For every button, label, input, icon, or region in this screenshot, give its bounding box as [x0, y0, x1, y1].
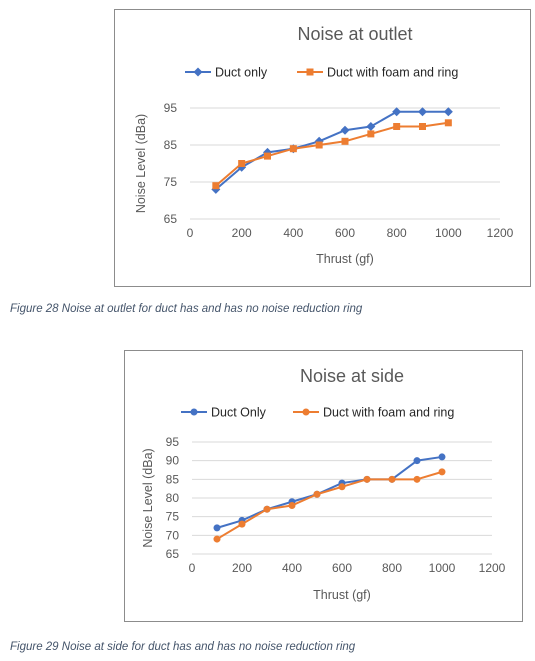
outlet-series-duct-with-foam-and-ring-point [289, 145, 297, 153]
side-x-tick-label: 200 [232, 561, 252, 575]
side-x-tick-label: 400 [282, 561, 302, 575]
outlet-chart-frame: Noise at outlet 65 75 85 95 0 200 400 600 800 1000… [114, 9, 531, 287]
side-chart: Noise at side 65 70 75 80 85 90 95 0 200 400 600 800… [141, 366, 506, 602]
side-chart-frame: Noise at side 65 70 75 80 85 90 95 0 200 400 600 800… [124, 350, 523, 622]
outlet-series-duct-only-point [340, 125, 350, 135]
outlet-x-tick-label: 1200 [487, 226, 514, 240]
side-series-duct-only-line [216, 455, 443, 529]
outlet-x-tick-label: 800 [387, 226, 407, 240]
outlet-series-duct-with-foam-and-ring-point [341, 137, 349, 145]
figure-29-caption: Figure 29 Noise at side for duct has and… [10, 641, 356, 653]
outlet-series-duct-only-point [237, 162, 247, 172]
side-chart-title: Noise at side [300, 366, 404, 386]
outlet-series-duct-only-legend-label: Duct only [215, 66, 268, 80]
side-y-tick-label: 75 [166, 510, 180, 524]
side-series-duct-with-foam-and-ring-point [338, 483, 346, 491]
outlet-x-tick-label: 600 [335, 226, 355, 240]
side-series-duct-with-foam-and-ring-line [216, 470, 443, 540]
side-y-tick-label: 70 [166, 528, 180, 542]
side-x-tick-label: 1200 [479, 561, 506, 575]
outlet-series-duct-with-foam-and-ring-point [444, 119, 452, 127]
side-series-duct-only-legend-marker [190, 408, 198, 416]
side-series-duct-with-foam-and-ring-point [313, 490, 321, 498]
outlet-series-duct-with-foam-and-ring-point [212, 182, 220, 190]
outlet-y-tick-label: 65 [164, 212, 178, 226]
outlet-series-duct-only-line [215, 110, 449, 191]
side-y-tick-label: 80 [166, 491, 180, 505]
outlet-y-tick-label: 95 [164, 101, 178, 115]
side-x-axis-title: Thrust (gf) [313, 588, 371, 602]
side-x-tick-label: 0 [189, 561, 196, 575]
outlet-series-duct-with-foam-and-ring-point [264, 152, 271, 160]
side-x-tick-label: 800 [382, 561, 402, 575]
outlet-series-duct-only-point [443, 107, 453, 117]
outlet-series-duct-with-foam-and-ring-line [215, 121, 449, 187]
outlet-series-duct-with-foam-and-ring-point [238, 160, 246, 167]
side-series-duct-with-foam-and-ring-legend-label: Duct with foam and ring [323, 406, 454, 420]
side-x-tick-label: 1000 [429, 561, 456, 575]
side-y-tick-label: 95 [166, 435, 180, 449]
side-series-duct-with-foam-and-ring-point [388, 475, 396, 483]
side-series-duct-with-foam-and-ring-legend-marker [302, 408, 310, 416]
outlet-x-tick-label: 200 [232, 226, 252, 240]
outlet-y-tick-label: 75 [164, 175, 178, 189]
side-series-duct-with-foam-and-ring-point [213, 535, 221, 543]
side-y-tick-label: 85 [166, 472, 180, 486]
outlet-y-tick-label: 85 [164, 138, 178, 152]
side-series-duct-with-foam-and-ring-point [238, 520, 246, 528]
side-x-tick-label: 600 [332, 561, 352, 575]
outlet-series-duct-only-point [392, 107, 402, 117]
outlet-x-tick-label: 1000 [435, 226, 462, 240]
outlet-chart-title: Noise at outlet [297, 24, 412, 44]
side-series-duct-only-point [213, 524, 221, 532]
side-series-duct-only-legend-label: Duct Only [211, 406, 267, 420]
outlet-series-duct-only-point [366, 122, 376, 131]
side-series-duct-with-foam-and-ring-point [263, 505, 271, 513]
side-series-duct-with-foam-and-ring-point [288, 501, 296, 509]
outlet-series-duct-with-foam-and-ring-point [419, 123, 426, 130]
outlet-y-axis-title: Noise Level (dBa) [134, 114, 148, 213]
side-y-axis-title: Noise Level (dBa) [141, 448, 155, 547]
side-y-tick-label: 65 [166, 547, 180, 561]
outlet-series-duct-with-foam-and-ring-legend-marker [306, 68, 314, 76]
outlet-chart: Noise at outlet 65 75 85 95 0 200 400 600 800 1000… [134, 24, 514, 266]
outlet-series-duct-with-foam-and-ring-point [367, 130, 375, 138]
outlet-series-duct-only-legend-marker [193, 67, 203, 77]
side-series-duct-with-foam-and-ring-point [438, 468, 446, 476]
figure-28-caption: Figure 28 Noise at outlet for duct has a… [10, 303, 363, 315]
outlet-series-duct-with-foam-and-ring-point [315, 141, 323, 149]
outlet-series-duct-with-foam-and-ring-legend-label: Duct with foam and ring [327, 66, 458, 80]
outlet-x-axis-title: Thrust (gf) [316, 252, 374, 266]
side-series-duct-only-point [413, 457, 421, 465]
outlet-series-duct-with-foam-and-ring-point [393, 123, 401, 130]
side-y-tick-label: 90 [166, 454, 180, 468]
side-series-duct-only-point [438, 453, 446, 461]
side-series-duct-with-foam-and-ring-point [413, 475, 421, 483]
outlet-x-tick-label: 400 [283, 226, 303, 240]
side-series-duct-with-foam-and-ring-point [363, 475, 371, 483]
outlet-x-tick-label: 0 [187, 226, 194, 240]
outlet-series-duct-only-point [418, 107, 427, 117]
